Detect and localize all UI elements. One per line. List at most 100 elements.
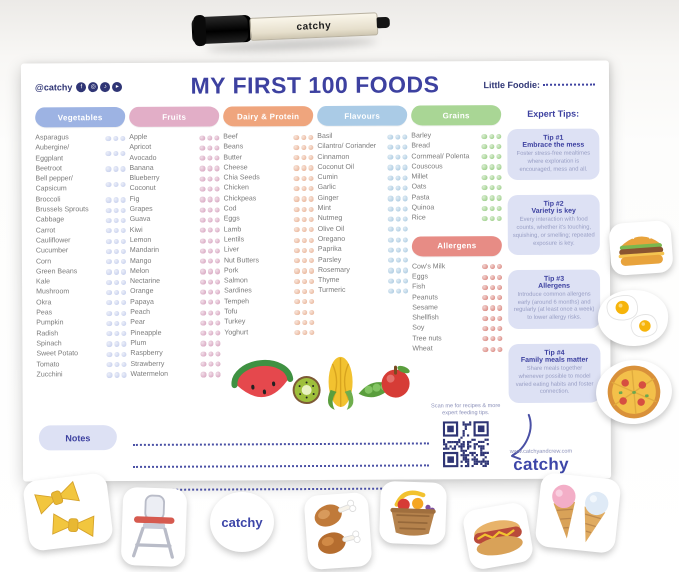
tracking-dot — [301, 330, 308, 336]
tracking-dot — [489, 305, 496, 311]
food-item-label: Chicken — [223, 184, 249, 192]
tracking-dot — [388, 257, 394, 263]
tracking-dots — [482, 284, 503, 291]
tracking-dot — [402, 144, 408, 150]
tracking-dot — [489, 154, 495, 160]
food-item-label: Cabbage — [35, 216, 65, 224]
food-item-label: Cod — [223, 205, 237, 213]
tracking-dots — [200, 351, 221, 357]
tracking-dot — [489, 164, 495, 170]
tracking-dot — [308, 237, 314, 243]
tracking-dot — [207, 248, 213, 254]
tracking-dot — [120, 259, 126, 265]
tracking-dot — [200, 310, 206, 316]
tracking-dot — [294, 206, 300, 212]
food-item-label: Tofu — [224, 308, 238, 316]
food-item-label: Garlic — [317, 184, 336, 192]
tracking-dot — [309, 309, 315, 315]
farfalle-pasta-icon — [34, 480, 95, 537]
tracking-dot — [308, 247, 314, 254]
tracking-dot — [402, 257, 408, 263]
tracking-dots — [294, 227, 314, 233]
category-column-flavours: Flavours Basil Cilantro/ Coriander Cinnamon… — [317, 105, 409, 380]
food-item-label: Salmon — [224, 277, 248, 285]
tracking-dot — [496, 154, 502, 160]
tracking-dot — [301, 206, 307, 212]
food-item-label: Kale — [36, 278, 51, 286]
tracking-dot — [490, 346, 496, 352]
food-item: Thyme — [318, 276, 409, 287]
food-item: Apricot — [129, 143, 220, 154]
tracking-dot — [207, 165, 213, 172]
tracking-dot — [388, 216, 394, 222]
tracking-dot — [308, 258, 314, 264]
tracking-dots — [293, 175, 314, 182]
tracking-dot — [208, 361, 214, 367]
tracking-dots — [200, 258, 220, 264]
food-item: Broccoli — [36, 195, 126, 206]
grains-list: Barley Bread Cornmeal/ Polenta Couscous Mill… — [411, 131, 502, 224]
tracking-dot — [120, 300, 127, 306]
tracking-dot — [482, 315, 488, 322]
food-item-label: Tree nuts — [412, 335, 442, 343]
notes-line — [132, 421, 429, 446]
tracking-dots — [199, 145, 220, 151]
fried-eggs-sticker — [596, 287, 670, 349]
tracking-dot — [293, 144, 299, 151]
tracking-dot — [293, 186, 300, 192]
tracking-dots — [481, 185, 502, 191]
food-item: Kale — [36, 277, 127, 288]
food-item-label: Cilantro/ Coriander — [317, 142, 377, 151]
food-item-label: Grapes — [129, 205, 153, 214]
food-item: Apple — [129, 133, 220, 144]
food-item-label: Paprika — [317, 246, 342, 254]
tracking-dots — [106, 207, 126, 213]
food-item: Quinoa — [412, 203, 502, 214]
tracking-dots — [105, 181, 126, 188]
tracking-dot — [113, 320, 120, 327]
food-item: Shellfish — [412, 313, 503, 324]
food-item-label: Sardines — [224, 287, 252, 295]
food-item-label: Beef — [223, 133, 238, 141]
expert-tips-column: Expert Tips: Tip #1 Embrace the mess Foste… — [507, 105, 601, 419]
tracking-dot — [214, 145, 220, 151]
tracking-dot — [214, 207, 220, 213]
tracking-dots — [481, 174, 502, 181]
category-pill-allergens: Allergens — [411, 235, 502, 257]
tracking-dot — [496, 284, 503, 291]
tracking-dots — [200, 330, 221, 336]
tracking-dot — [207, 238, 213, 244]
tracking-dots — [387, 185, 408, 191]
food-item: Turmeric — [318, 286, 409, 297]
tracking-dot — [388, 247, 394, 253]
fried-chicken-icon — [314, 499, 361, 554]
food-item: Mandarin — [130, 246, 220, 257]
tracking-dots — [106, 269, 127, 275]
food-item-label: Fig — [129, 195, 140, 203]
tracking-dots — [388, 216, 408, 222]
tracking-dot — [308, 165, 314, 171]
tracking-dot — [113, 228, 119, 234]
tracking-dots — [106, 341, 127, 347]
tracking-dot — [395, 164, 401, 171]
apple-illustration — [381, 365, 410, 398]
poster-header: @catchy f ◎ ♪ ▸ MY FIRST 100 FOODS Little F… — [35, 71, 596, 101]
tracking-dots — [388, 195, 408, 202]
food-item-label: Chia Seeds — [223, 174, 260, 182]
tracking-dot — [214, 165, 220, 172]
food-item: Coconut Oil — [317, 162, 408, 173]
tracking-dots — [106, 372, 127, 378]
food-item-label: Olive Oil — [317, 225, 345, 233]
tip-card: Tip #4 Family meals matter Share meals tog… — [508, 343, 601, 404]
tracking-dot — [200, 361, 207, 367]
tracking-dot — [395, 278, 401, 284]
tracking-dot — [482, 195, 488, 201]
tracking-dot — [215, 340, 221, 347]
tracking-dot — [488, 143, 495, 150]
tracking-dot — [294, 319, 300, 326]
tracking-dot — [308, 278, 315, 284]
tracking-dots — [294, 299, 315, 305]
tracking-dots — [388, 247, 408, 253]
food-item: Bread — [411, 141, 502, 152]
little-foodie-field: Little Foodie: — [445, 79, 596, 90]
